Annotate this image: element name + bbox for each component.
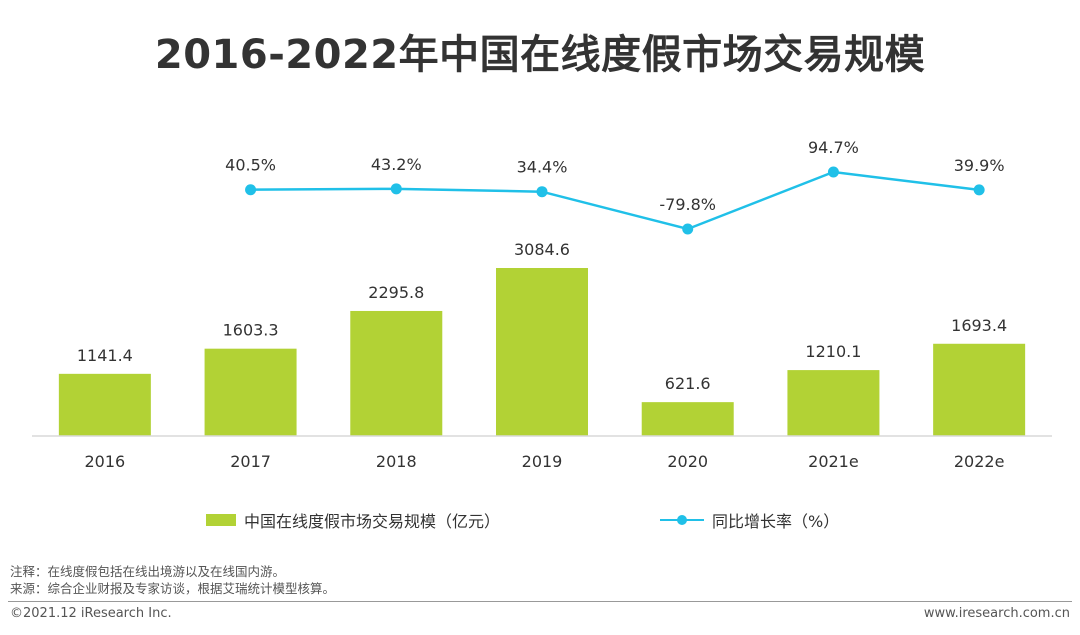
legend-item-line: 同比增长率（%） <box>660 508 839 532</box>
bar-2019 <box>496 268 588 436</box>
growth-label-2017: 40.5% <box>225 156 276 175</box>
legend-item-bar: 中国在线度假市场交易规模（亿元） <box>206 508 500 532</box>
growth-point-2018 <box>390 183 402 195</box>
bar-label-2017: 1603.3 <box>223 321 279 340</box>
legend-line-label: 同比增长率（%） <box>712 512 840 531</box>
notes: 注释：在线度假包括在线出境游以及在线国内游。 来源：综合企业财报及专家访谈，根据… <box>10 563 335 597</box>
growth-label-2021e: 94.7% <box>808 138 859 157</box>
growth-line-series: 40.5% 43.2% 34.4% -79.8% 94.7% 39.9% <box>225 138 1005 235</box>
bar-label-2022e: 1693.4 <box>951 316 1007 335</box>
bar-2020 <box>641 402 734 436</box>
growth-point-2020 <box>682 223 694 235</box>
growth-line <box>250 170 980 231</box>
growth-label-2022e: 39.9% <box>954 156 1005 175</box>
bar-label-2016: 1141.4 <box>77 346 133 365</box>
growth-point-2017 <box>245 184 257 196</box>
x-tick-2020: 2020 <box>667 452 708 471</box>
legend: 中国在线度假市场交易规模（亿元） 同比增长率（%） <box>0 508 1080 538</box>
bar-label-2020: 621.6 <box>665 374 711 393</box>
x-axis-ticks: 2016 2017 2018 2019 2020 2021e 2022e <box>84 452 1004 471</box>
bar-2017 <box>204 348 297 436</box>
legend-bar-swatch <box>206 514 236 526</box>
bar-2022e <box>933 343 1026 436</box>
x-tick-2016: 2016 <box>84 452 125 471</box>
x-tick-2019: 2019 <box>522 452 563 471</box>
x-tick-2022e: 2022e <box>954 452 1005 471</box>
legend-bar-label: 中国在线度假市场交易规模（亿元） <box>244 512 501 531</box>
copyright: ©2021.12 iResearch Inc. <box>10 606 172 621</box>
bar-label-2019: 3084.6 <box>514 240 570 259</box>
x-tick-2021e: 2021e <box>808 452 859 471</box>
chart-title: 2016-2022年中国在线度假市场交易规模 <box>154 32 926 78</box>
bar-2016 <box>58 373 151 436</box>
bar-label-2021e: 1210.1 <box>805 342 861 361</box>
x-tick-2018: 2018 <box>376 452 417 471</box>
bar-series: 1141.4 1603.3 2295.8 3084.6 621.6 1210.1 1693.… <box>58 240 1026 436</box>
growth-point-2021e <box>827 166 839 178</box>
website: www.iresearch.com.cn <box>923 606 1070 621</box>
growth-label-2020: -79.8% <box>659 195 716 214</box>
x-tick-2017: 2017 <box>230 452 271 471</box>
growth-point-2019 <box>536 186 548 198</box>
legend-line-swatch <box>660 514 704 526</box>
bar-label-2018: 2295.8 <box>368 283 424 302</box>
growth-point-2022e <box>973 184 985 196</box>
note-line: 注释：在线度假包括在线出境游以及在线国内游。 <box>10 564 286 579</box>
growth-label-2019: 34.4% <box>517 158 568 177</box>
bar-2018 <box>350 310 443 436</box>
source-line: 来源：综合企业财报及专家访谈，根据艾瑞统计模型核算。 <box>10 581 336 596</box>
bar-2021e <box>787 370 880 436</box>
footer-divider <box>8 601 1072 602</box>
chart-area: 1141.4 1603.3 2295.8 3084.6 621.6 1210.1 1693.… <box>32 138 1052 471</box>
growth-label-2018: 43.2% <box>371 155 422 174</box>
